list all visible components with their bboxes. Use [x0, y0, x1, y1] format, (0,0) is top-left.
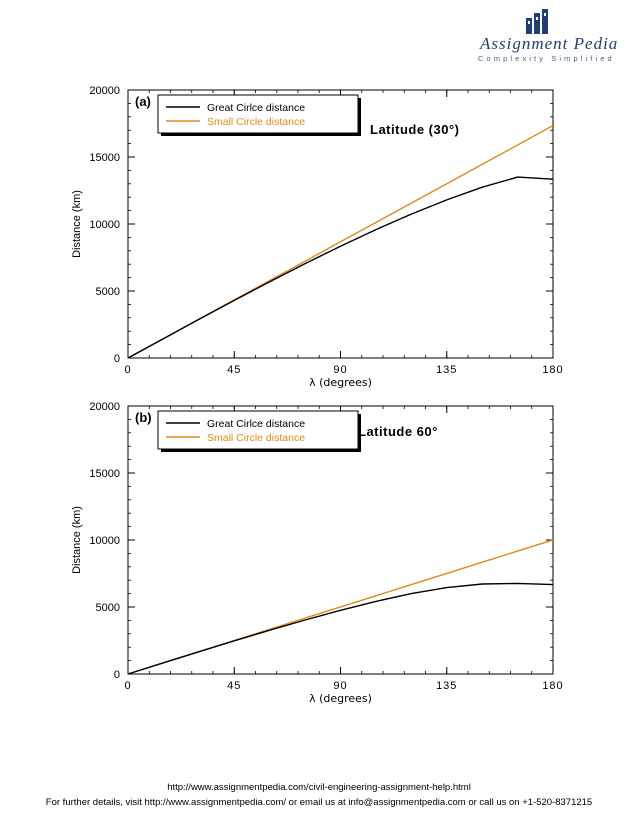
x-tick-label: 90: [333, 680, 347, 692]
x-tick-label: 180: [542, 364, 563, 376]
latitude-annotation: Latitude 60°: [358, 424, 438, 439]
x-tick-label: 90: [333, 364, 347, 376]
footer-url: http://www.assignmentpedia.com/civil-eng…: [167, 782, 471, 793]
y-tick-label: 15000: [89, 468, 120, 480]
building-icon: [526, 9, 548, 34]
x-tick-label: 135: [436, 364, 457, 376]
legend-entry: Small Circle distance: [207, 432, 305, 444]
series-great-circle: [127, 582, 554, 675]
legend-entry: Small Circle distance: [207, 116, 305, 128]
y-tick-label: 5000: [96, 286, 120, 298]
y-tick-label: 10000: [89, 535, 120, 547]
y-tick-label: 0: [114, 353, 120, 365]
brand-logo: Assignment Pedia Complexity Simplified: [470, 8, 630, 70]
x-axis-label: λ (degrees): [309, 376, 372, 389]
logo-tagline: Complexity Simplified: [478, 54, 615, 63]
legend-entry: Great Cirlce distance: [207, 102, 305, 114]
x-tick-label: 0: [124, 680, 131, 692]
series-great-circle: [127, 176, 554, 359]
y-tick-label: 5000: [96, 602, 120, 614]
legend-box: [157, 410, 359, 450]
latitude-annotation: Latitude (30°): [370, 122, 459, 137]
x-axis-label: λ (degrees): [309, 692, 372, 705]
chart-latitude-60: 0 45 90 135 180 0 5000 10000 15000 20000 λ (degree…: [71, 401, 563, 705]
x-tick-label: 45: [227, 364, 241, 376]
y-tick-label: 15000: [89, 152, 120, 164]
chart-latitude-30: 0 45 90 135 180 0 5000 10000 15000 20000 λ (degree…: [71, 85, 563, 389]
y-tick-label: 10000: [89, 219, 120, 231]
legend-box: [157, 94, 359, 134]
y-tick-label: 0: [114, 669, 120, 681]
x-tick-label: 0: [124, 364, 131, 376]
y-tick-label: 20000: [89, 401, 120, 413]
footer-contact: For further details, visit http://www.as…: [45, 797, 593, 808]
x-tick-label: 45: [227, 680, 241, 692]
y-axis-label: Distance (km): [71, 506, 83, 574]
logo-title: Assignment Pedia: [480, 34, 619, 53]
panel-label: (a): [135, 94, 151, 109]
legend-entry: Great Cirlce distance: [207, 418, 305, 430]
y-axis-label: Distance (km): [71, 190, 83, 258]
x-tick-label: 135: [436, 680, 457, 692]
y-tick-label: 20000: [89, 85, 120, 97]
panel-label: (b): [135, 410, 152, 425]
x-tick-label: 180: [542, 680, 563, 692]
